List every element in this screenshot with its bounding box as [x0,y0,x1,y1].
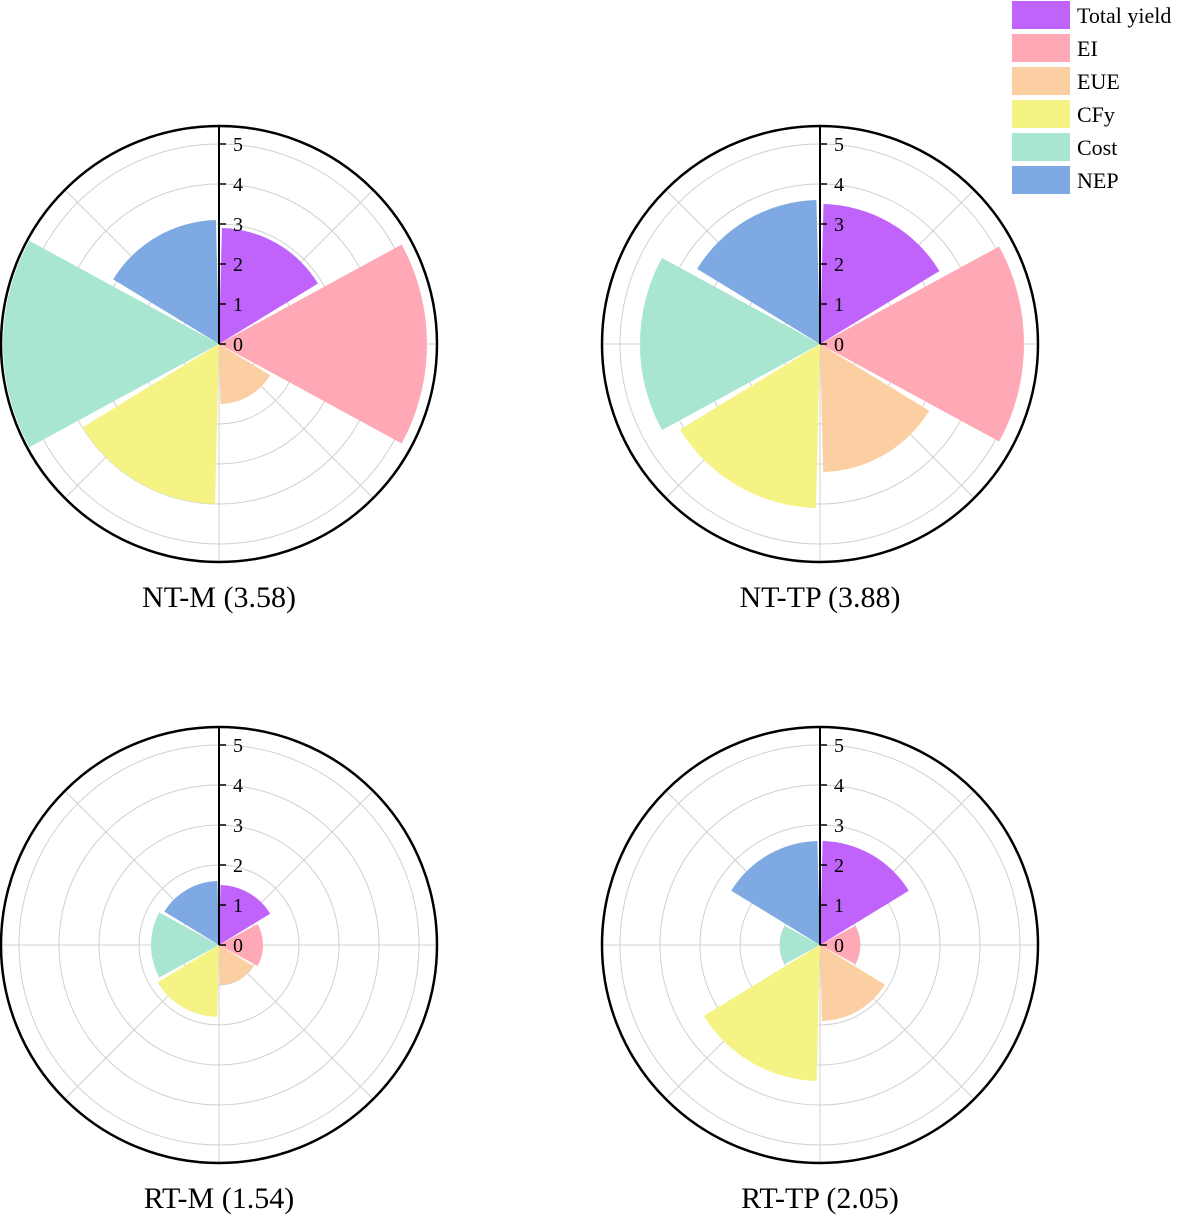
radial-tick-label: 0 [834,334,844,356]
petal-cost [150,912,219,978]
radial-tick-label: 1 [233,294,243,316]
radial-tick-label: 5 [233,735,243,757]
petal-cost [779,925,820,965]
radial-tick-label: 0 [233,334,243,356]
outer-frame-circle [0,725,439,1165]
radial-tick-label: 0 [233,935,243,957]
panel-title: RT-TP (2.05) [741,1182,899,1215]
legend-swatch [1012,133,1070,161]
petal-ei [219,244,428,444]
petal-eue [820,344,930,472]
radial-tick-label: 1 [834,895,844,917]
outer-frame-circle [0,124,439,564]
petal-cfy [157,945,219,1017]
legend-label: EI [1077,36,1098,61]
petal-cost [639,257,820,431]
petal-nep [113,220,219,344]
petal-cost [3,240,220,448]
petal-ei [219,923,263,967]
radial-tick-label: 5 [233,134,243,156]
radial-tick-label: 1 [233,895,243,917]
legend-label: EUE [1077,69,1120,94]
radial-tick-label: 0 [834,935,844,957]
outer-frame-circle [600,124,1040,564]
panel-title: NT-TP (3.88) [739,581,900,614]
petal-cfy [680,344,820,508]
legend-swatch [1012,67,1070,95]
radial-tick-label: 3 [233,815,243,837]
petal-total-yield [219,885,271,945]
petal-eue [219,344,271,404]
petal-nep [164,881,219,945]
legend-label: Cost [1077,135,1117,160]
rose-panel-2: 0 1 2 3 4 5 NT-TP (3.88) [600,124,1040,614]
panel-title: NT-M (3.58) [142,581,296,614]
radial-tick-label: 3 [834,815,844,837]
petal-total-yield [820,841,909,945]
legend-swatch [1012,34,1070,62]
legend-swatch [1012,1,1070,29]
panel-title: RT-M (1.54) [144,1182,294,1215]
petal-cfy [703,945,820,1081]
chart-legend: Total yield EI EUE CFy Cost NEP [1012,1,1171,194]
radial-tick-label: 2 [233,855,243,877]
petal-eue [820,945,885,1021]
petal-ei [820,246,1024,442]
legend-swatch [1012,100,1070,128]
legend-label: NEP [1077,168,1119,193]
legend-label: Total yield [1077,3,1171,28]
petal-ei [820,925,861,965]
radial-tick-label: 2 [834,855,844,877]
petal-total-yield [820,204,940,344]
rose-panel-1: 0 1 2 3 4 5 NT-M (3.58) [0,124,439,614]
legend-label: CFy [1077,102,1115,127]
legend-swatch [1012,166,1070,194]
radial-tick-label: 5 [834,735,844,757]
petal-total-yield [219,228,318,344]
petal-nep [731,841,820,945]
petal-nep [697,200,820,344]
radial-tick-label: 4 [233,775,243,797]
petal-eue [219,945,254,985]
radial-tick-label: 4 [834,775,844,797]
radial-tick-label: 5 [834,134,844,156]
radial-tick-label: 1 [834,294,844,316]
radial-tick-label: 4 [233,174,243,196]
radial-tick-label: 3 [834,214,844,236]
radial-tick-label: 3 [233,214,243,236]
outer-frame-circle [600,725,1040,1165]
petal-cfy [82,344,219,504]
radial-tick-label: 2 [834,254,844,276]
radial-tick-label: 4 [834,174,844,196]
rose-panel-4: 0 1 2 3 4 5 RT-TP (2.05) [600,725,1040,1215]
rose-panel-3: 0 1 2 3 4 5 RT-M (1.54) [0,725,439,1215]
radial-tick-label: 2 [233,254,243,276]
